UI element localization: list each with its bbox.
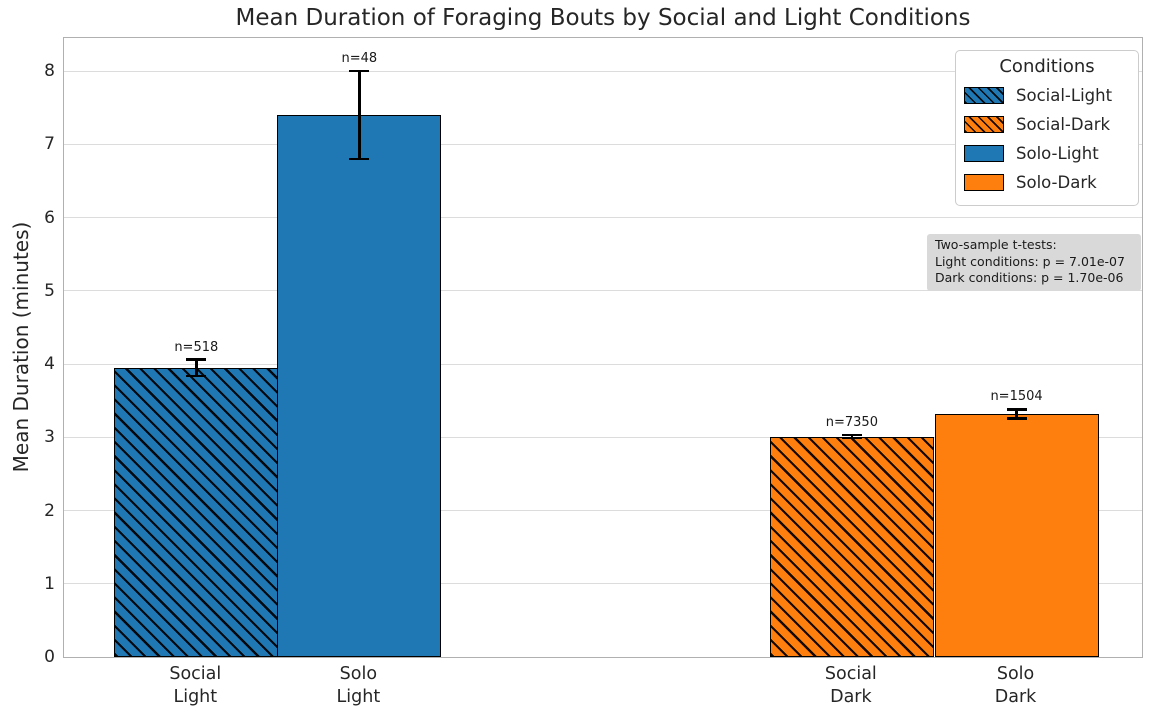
legend-swatch-solo-dark bbox=[964, 174, 1004, 191]
x-tick-line: Dark bbox=[994, 687, 1037, 708]
x-tick-line: Light bbox=[173, 687, 218, 708]
y-tick-label-8: 8 bbox=[44, 61, 55, 82]
gridline-y3 bbox=[64, 436, 1142, 438]
legend-item-solo-light: Solo-Light bbox=[964, 139, 1130, 168]
legend-label: Social-Light bbox=[1016, 86, 1113, 105]
gridline-y2 bbox=[64, 510, 1142, 512]
x-tick-line: Social bbox=[824, 664, 877, 684]
y-tick-label-7: 7 bbox=[44, 134, 55, 155]
n-label-solo-dark: n=1504 bbox=[990, 389, 1043, 405]
gridline-y7 bbox=[64, 143, 1142, 145]
legend-swatch-solo-light bbox=[964, 145, 1004, 162]
errorbar-line-solo-dark bbox=[1015, 409, 1018, 419]
annotation-line-3: Dark conditions: p = 1.70e-06 bbox=[935, 270, 1124, 286]
legend-label: Solo-Light bbox=[1016, 144, 1099, 163]
gridline-y4 bbox=[64, 363, 1142, 365]
legend-swatch-social-dark bbox=[964, 116, 1004, 133]
x-tick-label-solo-light: Solo Light bbox=[278, 663, 438, 709]
y-tick-label-4: 4 bbox=[44, 354, 55, 375]
x-tick-label-social-light: Social Light bbox=[115, 663, 275, 709]
x-tick-label-social-dark: Social Dark bbox=[771, 663, 931, 709]
errorbar-cap-top-social-dark bbox=[841, 433, 862, 437]
gridline-y5 bbox=[64, 290, 1142, 292]
errorbar-line-solo-light bbox=[358, 71, 361, 160]
gridline-y6 bbox=[64, 217, 1142, 219]
y-tick-label-6: 6 bbox=[44, 207, 55, 228]
x-tick-line: Social bbox=[169, 664, 222, 684]
bar-social-light bbox=[114, 367, 279, 657]
chart-title: Mean Duration of Foraging Bouts by Socia… bbox=[235, 5, 971, 31]
x-tick-line: Solo bbox=[339, 664, 378, 684]
errorbar-cap-top-solo-light bbox=[349, 69, 370, 73]
x-tick-line: Solo bbox=[996, 664, 1035, 684]
errorbar-cap-bottom-solo-light bbox=[349, 157, 370, 161]
bar-solo-dark bbox=[934, 413, 1099, 657]
annotation-line-2: Light conditions: p = 7.01e-07 bbox=[935, 253, 1125, 269]
legend-items: Social-Light Social-Dark Solo-Light Solo-Da… bbox=[964, 81, 1130, 197]
n-label-social-dark: n=7350 bbox=[825, 415, 878, 431]
legend-swatch-social-light bbox=[964, 87, 1004, 104]
x-tick-label-solo-dark: Solo Dark bbox=[936, 663, 1096, 709]
errorbar-line-social-dark bbox=[850, 435, 854, 439]
legend-label: Social-Dark bbox=[1016, 115, 1111, 134]
legend: Conditions Social-Light Social-Dark Solo-L… bbox=[955, 50, 1139, 206]
bar-social-dark bbox=[769, 436, 934, 657]
errorbar-cap-top-solo-dark bbox=[1006, 408, 1027, 411]
legend-title: Conditions bbox=[999, 56, 1095, 77]
legend-item-social-dark: Social-Dark bbox=[964, 110, 1130, 139]
errorbar-cap-top-social-light bbox=[186, 358, 207, 361]
bar-solo-light bbox=[277, 115, 442, 657]
legend-label: Solo-Dark bbox=[1016, 173, 1097, 192]
x-tick-line: Dark bbox=[830, 687, 872, 708]
gridline-y8 bbox=[64, 70, 1142, 72]
errorbar-cap-bottom-solo-dark bbox=[1006, 417, 1027, 420]
y-tick-label-5: 5 bbox=[44, 280, 55, 301]
y-tick-label-0: 0 bbox=[44, 647, 55, 667]
legend-item-social-light: Social-Light bbox=[964, 81, 1130, 110]
y-tick-label-2: 2 bbox=[44, 500, 55, 521]
errorbar-cap-bottom-social-light bbox=[186, 374, 207, 378]
legend-item-solo-dark: Solo-Dark bbox=[964, 168, 1130, 197]
annotation-line-1: Two-sample t-tests: bbox=[935, 237, 1057, 252]
errorbar-cap-bottom-social-dark bbox=[841, 436, 862, 440]
gridline-y1 bbox=[64, 583, 1142, 585]
x-tick-line: Light bbox=[336, 687, 381, 708]
y-tick-label-1: 1 bbox=[44, 573, 55, 594]
y-tick-label-3: 3 bbox=[44, 427, 55, 448]
n-label-solo-light: n=48 bbox=[341, 51, 378, 67]
n-label-social-light: n=518 bbox=[174, 339, 219, 355]
errorbar-line-social-light bbox=[195, 359, 198, 376]
ttest-annotation: Two-sample t-tests: Light conditions: p =… bbox=[927, 234, 1141, 291]
